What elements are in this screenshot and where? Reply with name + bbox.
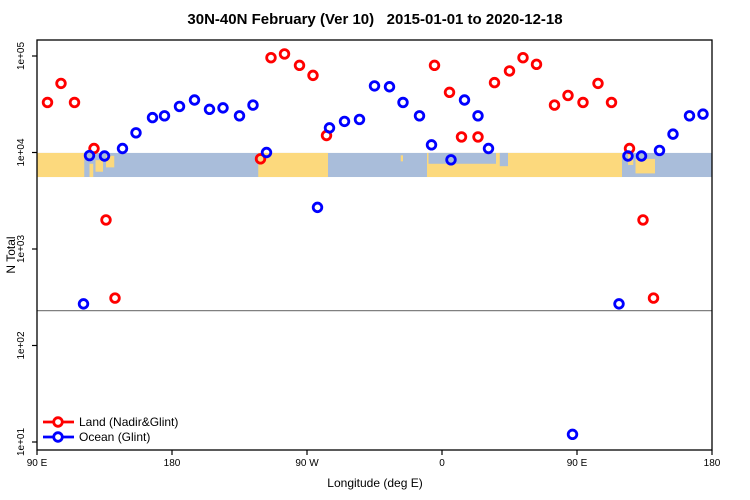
map-land-segment [37,152,85,178]
legend [43,416,74,443]
ocean-data-point [83,149,96,162]
y-tick-label: 1e+05 [16,42,27,71]
ocean-data-point [413,110,426,122]
ocean-data-point [697,108,709,120]
x-tick-label: 180 [164,458,181,469]
map-ocean-segment [428,152,496,164]
ocean-data-point [203,103,216,116]
land-data-point [443,86,456,99]
x-axis: 90 E 180 90 W 0 90 E 180 [27,450,721,469]
land-data-point [293,59,306,72]
land-data-point [254,153,267,165]
y-tick-label: 1e+03 [16,235,27,264]
x-tick-label: 0 [439,458,445,469]
legend-symbol-land [52,416,64,428]
land-data-point [68,96,81,109]
land-data-point [637,214,649,226]
ocean-data-point [472,110,484,122]
ocean-data-point [233,110,246,122]
land-data-point [562,89,574,102]
legend-label-ocean: Ocean (Glint) [79,430,151,444]
y-tick-label: 1e+02 [16,331,27,360]
land-data-point [100,214,112,226]
land-data-point [503,65,516,77]
series-ocean [77,80,709,441]
land-data-point [41,96,54,109]
ocean-data-point [383,81,396,93]
map-land-segment [106,155,115,168]
ocean-data-point [566,428,579,441]
ocean-data-point [338,115,351,128]
map-ocean-segment [499,152,508,167]
ocean-data-point [653,144,666,157]
ocean-data-point [116,142,129,155]
ocean-data-point [130,127,142,139]
x-axis-title: Longitude (deg E) [327,476,423,490]
land-data-point [647,292,660,304]
land-data-point [472,131,484,143]
ocean-data-point [353,113,366,126]
ocean-data-point [77,298,90,310]
x-tick-label: 90 W [295,458,319,469]
ocean-data-point [323,122,336,134]
ocean-data-point [260,146,273,159]
land-data-point [278,48,291,60]
ocean-data-point [311,201,324,214]
ocean-data-point [158,110,171,122]
x-tick-label: 90 E [27,458,48,469]
ocean-data-point [98,150,111,162]
land-data-point [548,99,561,111]
ocean-data-point [683,110,696,122]
plot-border [36,39,713,451]
ocean-data-point [368,80,381,92]
chart-title: 30N-40N February (Ver 10) 2015-01-01 to … [187,11,563,28]
map-band [37,152,712,178]
land-data-point [530,58,543,71]
ocean-data-point [667,128,679,140]
land-data-point [577,96,589,109]
ocean-data-point [458,94,471,106]
ocean-data-point [635,150,648,162]
land-data-point [55,77,67,90]
land-data-point [605,96,618,109]
legend-label-land: Land (Nadir&Glint) [79,415,179,429]
ocean-data-point [613,298,625,310]
land-data-point [488,76,501,89]
land-data-point [307,69,319,82]
ocean-data-point [622,150,634,162]
land-data-point [455,131,468,143]
ocean-data-point [247,99,259,111]
x-tick-label: 90 E [567,458,588,469]
land-data-point [109,292,121,304]
map-land-segment [89,163,94,178]
map-land-segment [635,158,655,174]
ocean-data-point [188,94,201,106]
y-axis-title: N Total [4,236,18,274]
ocean-data-point [173,100,186,113]
ocean-data-point [482,142,495,155]
ocean-data-point [217,102,229,114]
ocean-data-point [146,111,159,124]
land-data-point [428,59,441,72]
ocean-data-point [425,139,438,151]
ocean-data-point [445,154,457,166]
map-land-segment [95,160,103,172]
y-axis: 1e+01 1e+02 1e+03 1e+04 1e+05 [16,42,37,457]
land-data-point [592,77,604,90]
ocean-data-point [397,96,409,109]
map-land-segment [400,155,403,162]
land-data-point [517,52,529,64]
x-tick-label: 180 [704,458,721,469]
legend-symbol-ocean [52,431,64,443]
land-data-point [265,52,277,64]
y-tick-label: 1e+04 [16,138,27,167]
y-tick-label: 1e+01 [16,428,27,457]
